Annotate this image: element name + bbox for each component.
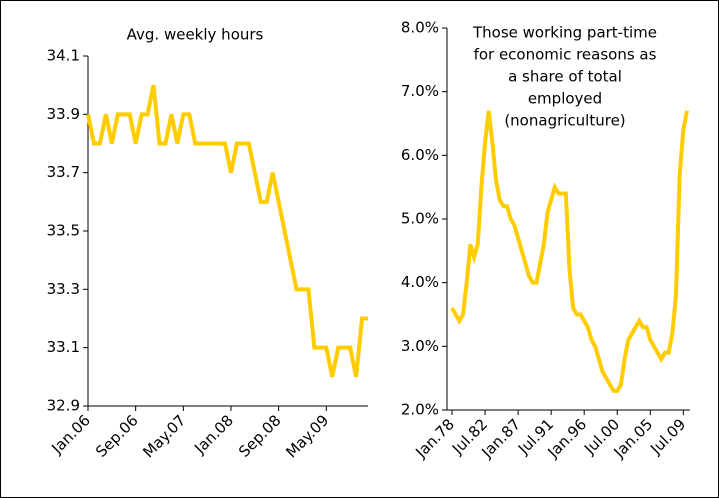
line-series — [86, 84, 368, 378]
y-tick-label: 5.0% — [401, 210, 439, 228]
y-tick-label: 6.0% — [401, 146, 439, 164]
y-tick-label: 2.0% — [401, 401, 439, 419]
y-tick-label: 7.0% — [401, 82, 439, 100]
chart-title: (nonagriculture) — [504, 112, 625, 130]
y-tick-label: 33.5 — [47, 222, 80, 240]
y-tick-label: 33.1 — [47, 338, 80, 356]
chart-title: Those working part-time — [472, 24, 657, 42]
y-tick-label: 33.9 — [47, 105, 80, 123]
chart-title: for economic reasons as — [474, 46, 657, 64]
y-tick-label: 34.1 — [47, 47, 80, 65]
y-tick-label: 32.9 — [47, 397, 80, 415]
chart-title: Avg. weekly hours — [127, 26, 264, 44]
chart-title: employed — [528, 90, 602, 108]
y-tick-label: 33.7 — [47, 163, 80, 181]
y-tick-label: 8.0% — [401, 19, 439, 37]
y-tick-label: 33.3 — [47, 280, 80, 298]
chart-title: a share of total — [508, 68, 622, 86]
y-tick-label: 3.0% — [401, 337, 439, 355]
line-series — [450, 110, 689, 393]
y-tick-label: 4.0% — [401, 273, 439, 291]
